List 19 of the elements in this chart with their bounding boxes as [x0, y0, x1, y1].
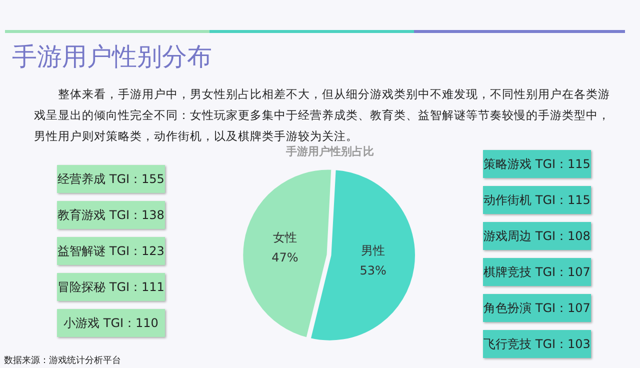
source-note: 数据来源：游戏统计分析平台	[4, 354, 121, 367]
chart-subtitle: 手游用户性别占比	[285, 144, 375, 159]
slice-label: 男性	[361, 244, 386, 258]
text: 动作街机 TGI：115	[484, 192, 590, 208]
data-label: 47%	[272, 250, 298, 265]
chart-title: 手游用户性别分布	[12, 41, 212, 73]
text: 益智解谜 TGI：123	[58, 242, 164, 260]
text: 整体来看，手游用户中，男女性别占比相差不大，但从细分游戏类别中不难发现，不同性别用户在各类游戏呈显出的倾向性完全不同：女性玩家更多集中于经营养成类、教育类、益智解谜等节奏较慢的手游类型中，男性用户则对策略类，动作街机，以及棋牌类手游较为关注。	[34, 87, 610, 143]
text: 教育游戏 TGI：138	[58, 206, 164, 224]
text: 角色扮演 TGI：107	[484, 300, 590, 316]
text: 棋牌竞技 TGI：107	[484, 264, 590, 280]
slice-label: 女性	[272, 230, 297, 245]
data-label: 53%	[360, 264, 386, 278]
text: 游戏周边 TGI：108	[484, 228, 590, 244]
text: 飞行竞技 TGI：103	[484, 336, 590, 352]
text: 小游戏 TGI：110	[64, 314, 158, 332]
text: 策略游戏 TGI：115	[484, 156, 590, 172]
text: 经营养成 TGI：155	[58, 170, 164, 188]
text: 冒险探秘 TGI：111	[58, 278, 164, 296]
